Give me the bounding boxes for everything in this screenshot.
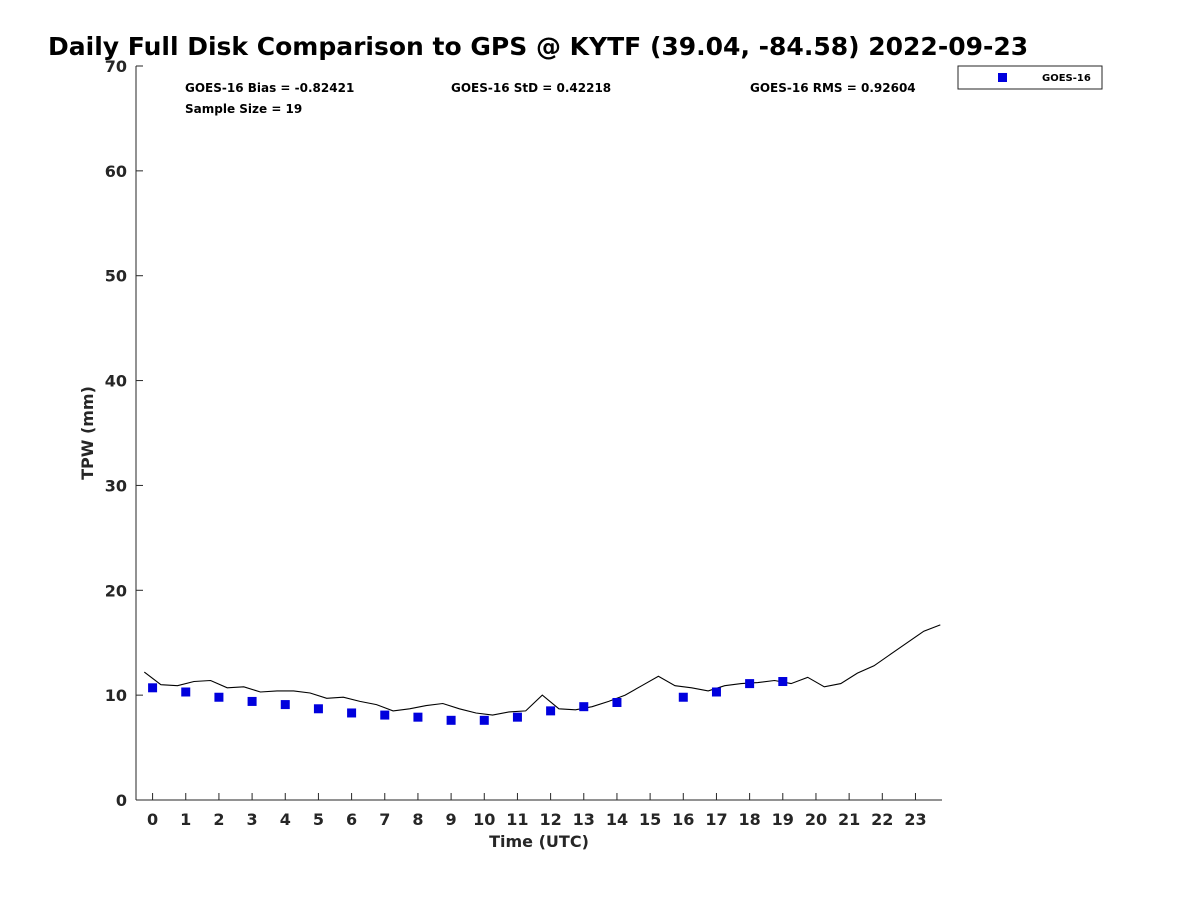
y-tick-label: 0	[116, 791, 127, 810]
x-tick-label: 10	[473, 810, 495, 829]
goes16-point	[745, 679, 755, 689]
std-stat: GOES-16 StD = 0.42218	[451, 81, 611, 95]
x-tick-label: 13	[573, 810, 595, 829]
goes16-point	[711, 687, 721, 697]
y-tick-label: 60	[105, 162, 127, 181]
x-ticks: 0 1 2 3 4 5 6 7 8 9 10 11 12 13 14 15 16 17 18 19 20 21 22 23	[147, 793, 927, 829]
goes16-point	[280, 700, 290, 710]
x-tick-label: 15	[639, 810, 661, 829]
x-tick-label: 14	[606, 810, 628, 829]
x-tick-label: 20	[805, 810, 827, 829]
y-axis-label: TPW (mm)	[78, 386, 97, 480]
x-tick-label: 8	[412, 810, 423, 829]
goes16-point	[347, 708, 357, 718]
goes16-point	[247, 696, 257, 706]
legend: GOES-16	[957, 65, 1103, 90]
rms-stat: GOES-16 RMS = 0.92604	[750, 81, 916, 95]
x-tick-label: 12	[539, 810, 561, 829]
y-tick-label: 10	[105, 686, 127, 705]
x-tick-label: 4	[280, 810, 291, 829]
x-tick-label: 0	[147, 810, 158, 829]
x-tick-label: 1	[180, 810, 191, 829]
x-tick-label: 18	[738, 810, 760, 829]
x-tick-label: 17	[705, 810, 727, 829]
goes16-point	[446, 715, 456, 725]
goes16-point	[579, 702, 589, 712]
legend-label-goes16: GOES-16	[1042, 73, 1091, 84]
goes16-point	[380, 710, 390, 720]
goes16-point	[479, 715, 489, 725]
goes16-point	[148, 683, 158, 693]
x-tick-label: 7	[379, 810, 390, 829]
goes16-point	[214, 692, 224, 702]
goes16-point	[612, 697, 622, 707]
chart-title: Daily Full Disk Comparison to GPS @ KYTF…	[48, 32, 1028, 61]
goes16-point	[313, 704, 323, 714]
y-tick-label: 40	[105, 372, 127, 391]
x-tick-label: 9	[446, 810, 457, 829]
gps-tpw-line	[143, 624, 941, 716]
x-tick-label: 11	[506, 810, 528, 829]
goes16-point	[678, 692, 688, 702]
x-tick-label: 22	[871, 810, 893, 829]
goes16-point	[413, 712, 423, 722]
y-tick-label: 30	[105, 476, 127, 495]
plot-area	[143, 624, 941, 725]
sample-size-stat: Sample Size = 19	[185, 102, 302, 116]
axes	[135, 66, 942, 801]
legend-marker-goes16	[998, 73, 1007, 82]
bias-stat: GOES-16 Bias = -0.82421	[185, 81, 354, 95]
goes16-point	[181, 687, 191, 697]
y-ticks: 0 10 20 30 40 50 60 70	[105, 57, 143, 810]
legend-box	[957, 65, 1103, 90]
x-tick-label: 3	[247, 810, 258, 829]
x-tick-label: 5	[313, 810, 324, 829]
goes16-point	[512, 712, 522, 722]
x-tick-label: 16	[672, 810, 694, 829]
x-axis-label: Time (UTC)	[489, 832, 589, 851]
y-tick-label: 20	[105, 581, 127, 600]
goes16-point	[546, 706, 556, 716]
statistics: GOES-16 Bias = -0.82421 GOES-16 StD = 0.…	[185, 81, 916, 116]
y-tick-label: 50	[105, 267, 127, 286]
x-tick-label: 21	[838, 810, 860, 829]
goes16-point	[778, 677, 788, 687]
x-tick-label: 6	[346, 810, 357, 829]
x-tick-label: 2	[213, 810, 224, 829]
x-tick-label: 23	[904, 810, 926, 829]
y-tick-label: 70	[105, 57, 127, 76]
x-tick-label: 19	[772, 810, 794, 829]
